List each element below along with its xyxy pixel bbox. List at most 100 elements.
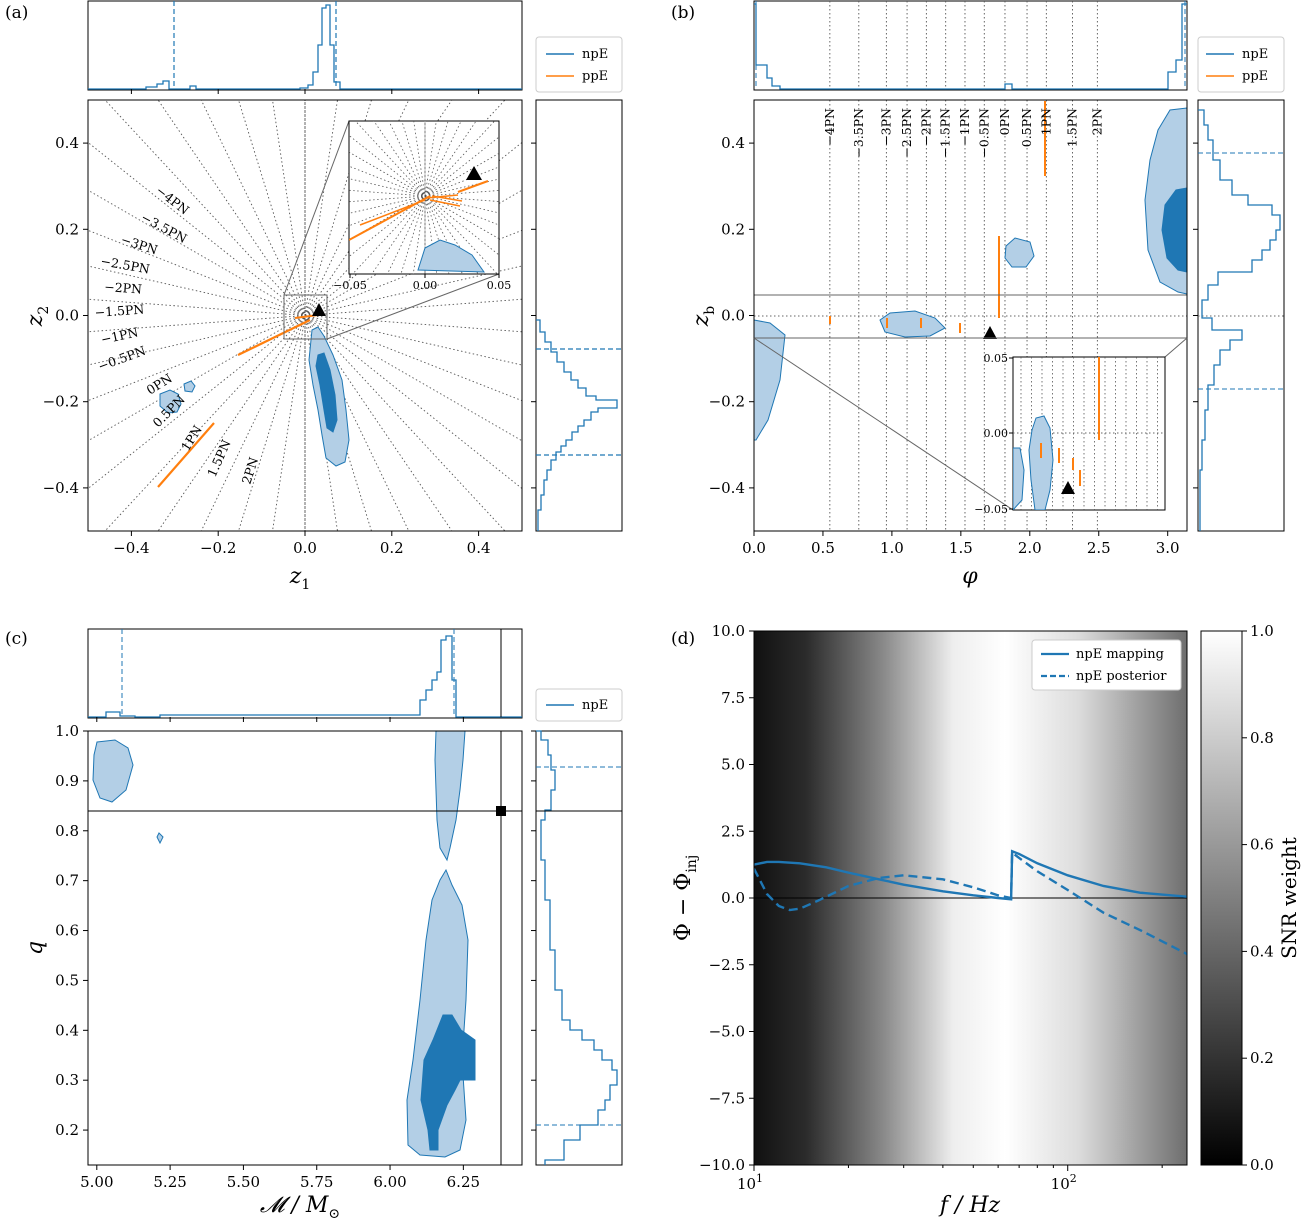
panel-b-ytick-label: 0.2 (721, 220, 745, 238)
panel-c-ytick-label: 1.0 (55, 722, 79, 740)
panel-d-ytick-label: 5.0 (721, 756, 745, 774)
injection-marker-a (312, 303, 326, 316)
pn-label-b: −3.5PN (851, 108, 866, 158)
panel-d-ylabel: Φ − Φinj (671, 855, 700, 941)
panel-c-right-marginal (535, 730, 623, 1166)
cbar-tick-label: 1.0 (1250, 622, 1274, 640)
panel-c-xtick-label: 6.25 (447, 1173, 480, 1191)
panel-d-ytick-label: −7.5 (709, 1089, 745, 1107)
panel-d-xtick-label: 101 (737, 1172, 763, 1193)
inset-a-xticks: −0.05 0.00 0.05 (333, 274, 511, 292)
legend-d-mapping: npE mapping (1076, 647, 1164, 662)
contour-c-topleft (92, 739, 134, 803)
panel-b-xtick-label: 3.0 (1156, 539, 1180, 557)
pn-label-a: −1.5PN (94, 302, 145, 320)
injection-marker-b (983, 326, 997, 339)
panel-b-ytick-label: 0.0 (721, 307, 745, 325)
ppE-segment-a1 (237, 319, 311, 356)
series-npE-posterior (754, 850, 1187, 956)
panel-a-xtick-label: −0.4 (113, 539, 149, 557)
panel-c-ylabel: q (23, 941, 48, 955)
panel-d-ytick-label: 0.0 (721, 889, 745, 907)
panel-b-xlabel: φ (962, 564, 978, 589)
panel-c-top-marginal (87, 628, 523, 719)
series-npE-mapping (754, 849, 1187, 901)
panel-a-top-marginal (87, 0, 523, 91)
legend-a-npE: npE (582, 47, 608, 62)
panel-c-xlabel: 𝓜 / M⊙ (260, 1193, 340, 1222)
legend-b-npE: npE (1242, 47, 1268, 62)
panel-c-xtick-label: 5.00 (80, 1173, 113, 1191)
pn-ray (200, 100, 410, 531)
pn-label-b: −3PN (878, 108, 893, 146)
panel-c-ytick-label: 0.3 (55, 1071, 79, 1089)
inset-b-ytick-1: 0.00 (984, 427, 1009, 440)
pn-label-b: −2.5PN (899, 108, 914, 158)
panel-b: npE ppE −4PN −3.5PN −3PN −2.5PN −2PN −1.5PN −1… (689, 0, 1285, 589)
pn-label-b: 0.5PN (1019, 108, 1034, 147)
pn-lines-b-top (829, 1, 1098, 89)
panel-b-plot-area (754, 100, 1187, 531)
panel-c-ytick-label: 0.7 (55, 872, 79, 890)
panel-a-xtick-label: 0.0 (293, 539, 317, 557)
panel-d-series (754, 849, 1187, 956)
panel-c: npE 5.00 5.25 5.50 5.75 6.00 6.25 0.2 0.3 0.4 0.5… (23, 628, 623, 1222)
inset-a-xtick-1: 0.00 (413, 279, 438, 292)
inset-b-ytick-0: 0.05 (984, 352, 1009, 365)
panel-c-plot-area (88, 731, 522, 1165)
panel-label-b: (b) (671, 3, 695, 23)
injection-marker-c (496, 806, 506, 816)
contour-c-upper-band (434, 731, 466, 862)
contour-c-lower-inner (420, 1014, 476, 1151)
contour-b-right-inner (1161, 187, 1187, 273)
pn-label-b: 2PN (1089, 108, 1104, 135)
panel-b-xtick-label: 2.5 (1087, 539, 1111, 557)
panel-b-ticks: 0.0 0.5 1.0 1.5 2.0 2.5 3.0 −0.4 −0.2 0.0 0.2 0.4 (709, 134, 1198, 557)
panel-b-xtick-label: 1.5 (949, 539, 973, 557)
panel-a-xtick-label: 0.4 (467, 539, 491, 557)
pn-label-b: −1.5PN (938, 108, 953, 158)
panel-b-ytick-label: −0.4 (709, 479, 745, 497)
panel-b-top-marginal (753, 0, 1188, 91)
cbar-tick-label: 0.8 (1250, 729, 1274, 747)
z1-marginal-histogram (88, 4, 522, 90)
panel-b-right-marginal (1197, 99, 1285, 532)
panel-a-plot-area (88, 100, 522, 531)
pn-label-a: −2PN (104, 279, 143, 297)
panel-b-xtick-label: 0.0 (742, 539, 766, 557)
cbar-tick-label: 0.2 (1250, 1049, 1274, 1067)
cbar-tick-label: 0.4 (1250, 942, 1274, 960)
panel-c-ytick-label: 0.5 (55, 971, 79, 989)
panel-b-ylabel: zb (689, 306, 718, 328)
panel-a-legend: npE ppE (535, 36, 623, 93)
pn-rays-a-inset (349, 121, 499, 274)
inset-b: 0.05 0.00 −0.05 (974, 352, 1166, 516)
panel-d-ytick-label: 2.5 (721, 822, 745, 840)
pn-ray (200, 100, 410, 531)
panel-b-xtick-label: 0.5 (811, 539, 835, 557)
pn-label-a: −1PN (100, 324, 140, 347)
panel-c-ytick-label: 0.2 (55, 1121, 79, 1139)
panel-c-xtick-label: 6.00 (373, 1173, 406, 1191)
panel-d-ytick-label: 7.5 (721, 689, 745, 707)
panel-d-ytick-label: 10.0 (712, 622, 745, 640)
inset-a: −0.05 0.00 0.05 (333, 120, 511, 292)
panel-label-c: (c) (5, 629, 28, 649)
legend-a-ppE: ppE (582, 69, 608, 84)
contour-a-inner-main (315, 352, 338, 433)
panel-a-ylabel: z2 (23, 306, 52, 328)
pn-label-a: −2.5PN (99, 253, 151, 276)
injection-marker-a-inset (466, 166, 482, 180)
panel-b-ytick-label: 0.4 (721, 134, 745, 152)
panel-a-xtick-label: −0.2 (200, 539, 236, 557)
panel-c-ytick-label: 0.8 (55, 822, 79, 840)
panel-d-ytick-label: −5.0 (709, 1023, 745, 1041)
contour-a-outer-small1 (159, 389, 182, 414)
mc-marginal-histogram (88, 635, 522, 718)
legend-b-ppE: ppE (1242, 69, 1268, 84)
inset-b-ytick-2: −0.05 (974, 503, 1008, 516)
z2-marginal-histogram (536, 319, 618, 531)
pn-label-b: −4PN (822, 108, 837, 146)
panel-d-legend: npE mapping npE posterior (1031, 639, 1182, 691)
panel-a-ytick-label: −0.2 (43, 393, 79, 411)
